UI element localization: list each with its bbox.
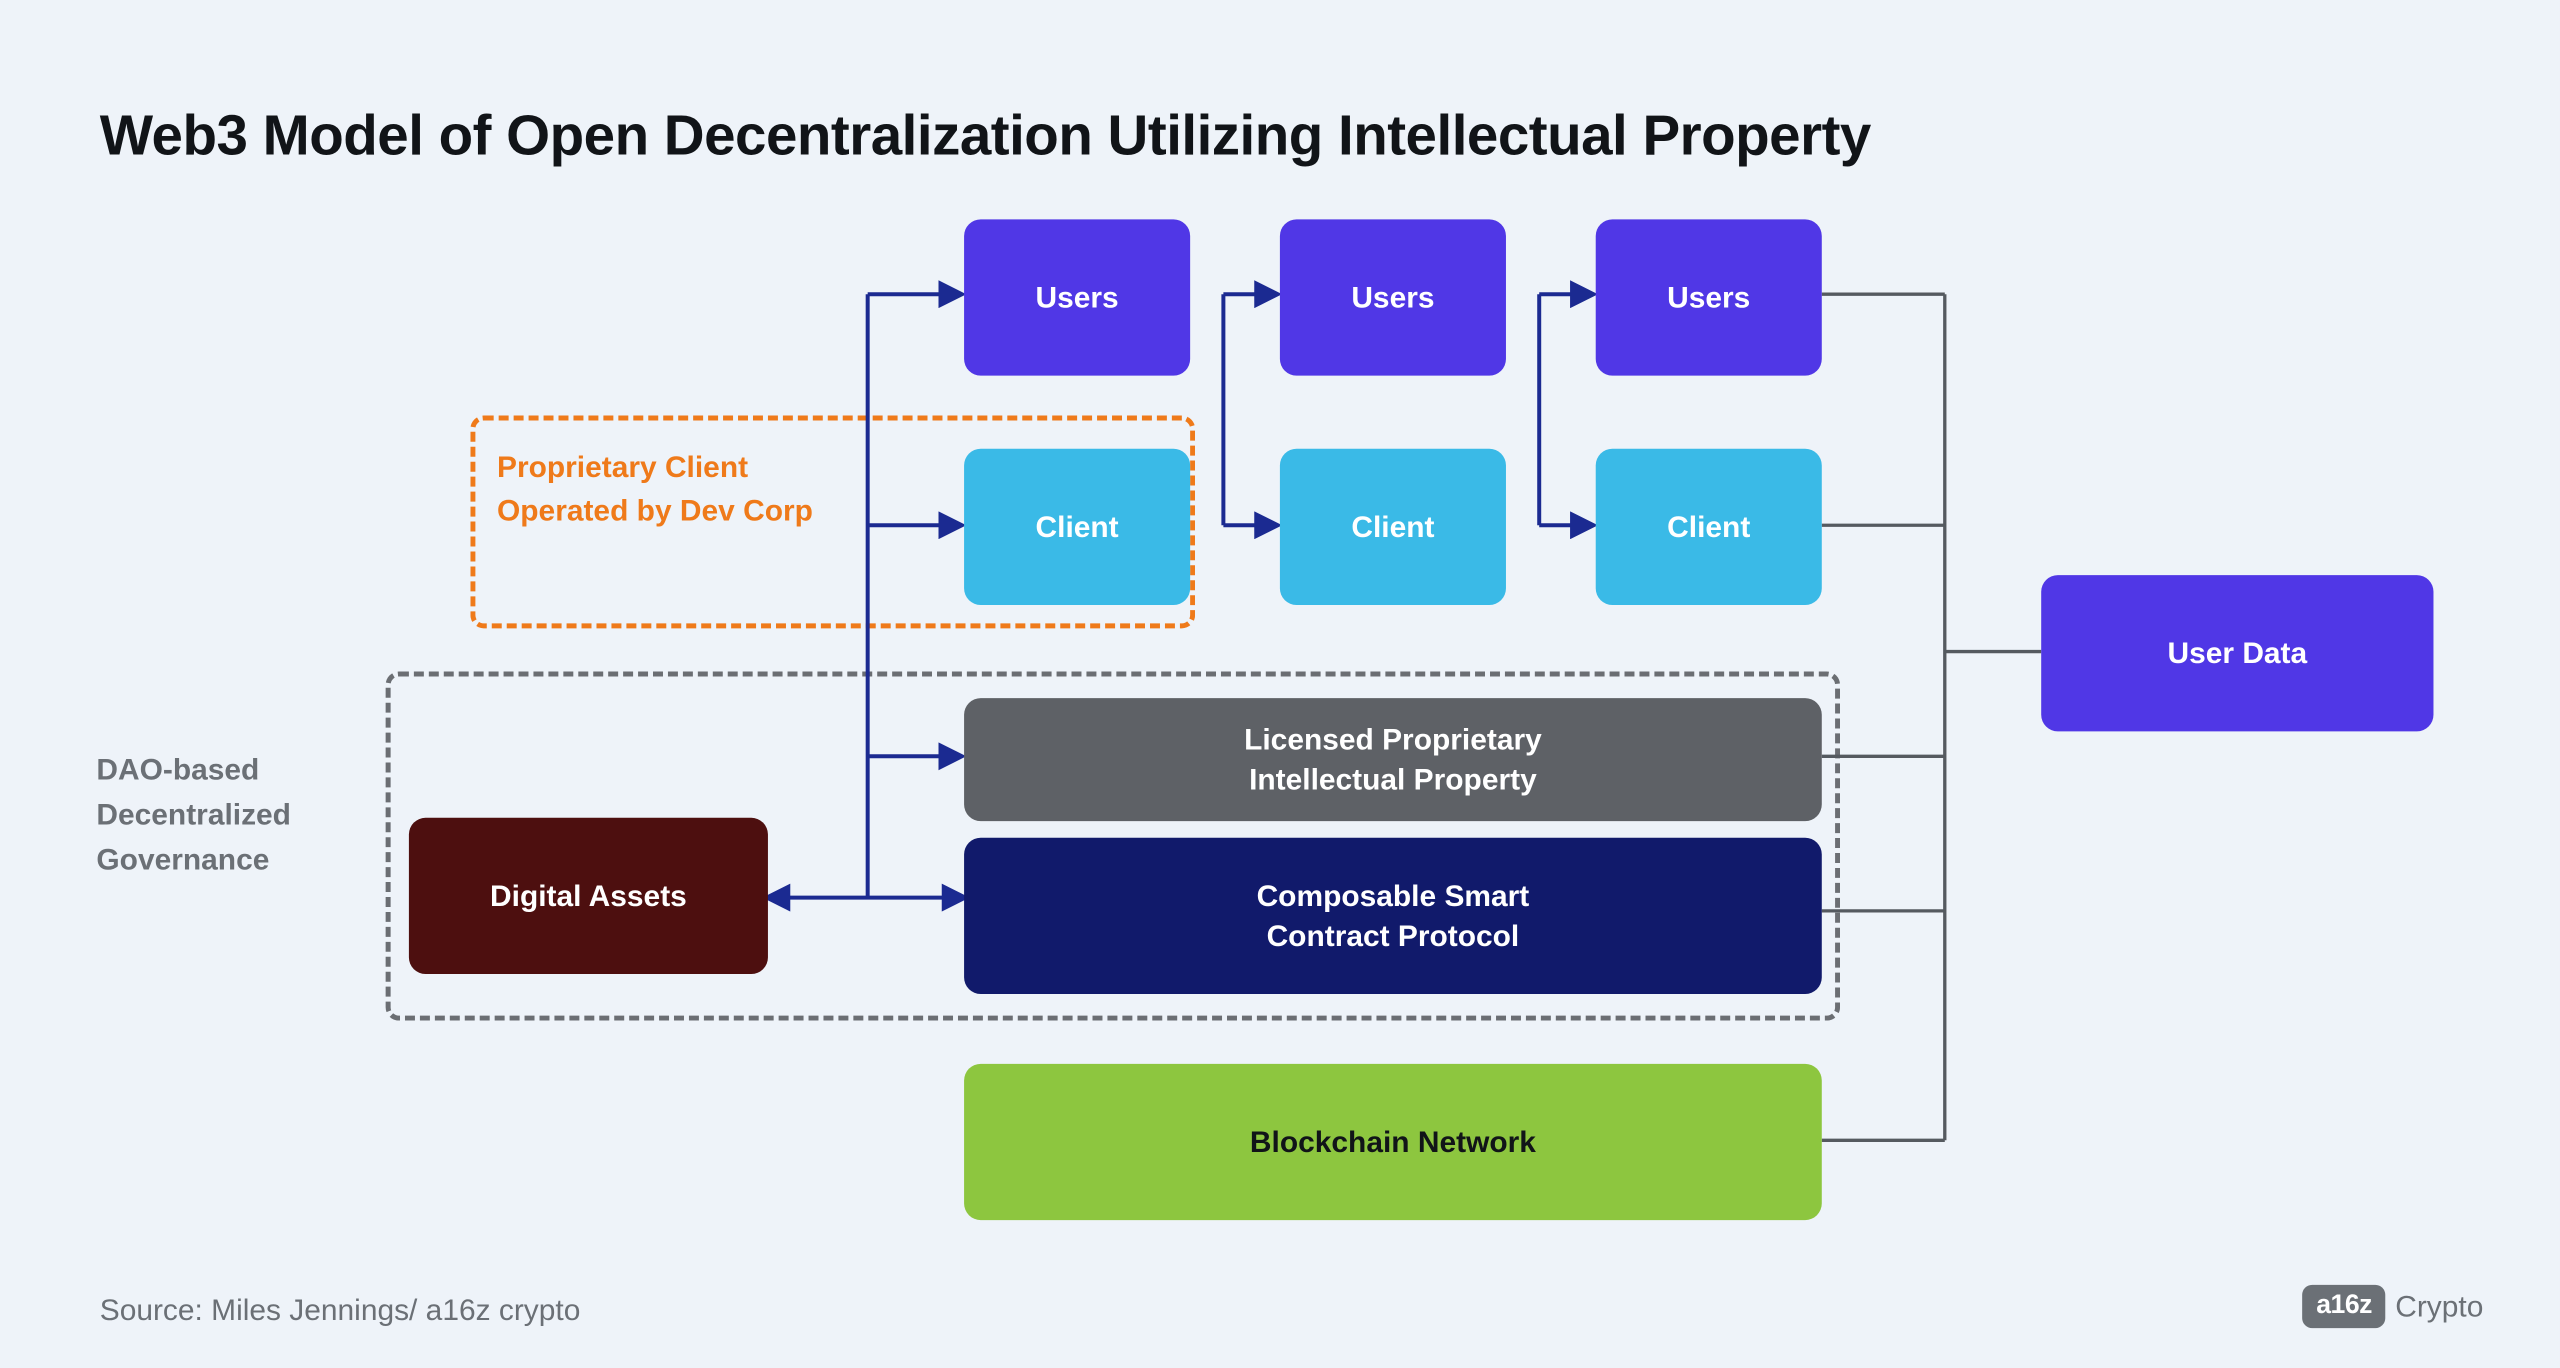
logo-a16z-crypto: a16z Crypto	[2303, 1285, 2483, 1328]
node-client-2: Client	[1280, 449, 1506, 605]
node-users-3: Users	[1596, 219, 1822, 375]
node-blockchain-network: Blockchain Network	[964, 1064, 1822, 1220]
node-smart-contract-protocol: Composable Smart Contract Protocol	[964, 838, 1822, 994]
node-users-2: Users	[1280, 219, 1506, 375]
node-client-1: Client	[964, 449, 1190, 605]
logo-badge: a16z	[2303, 1285, 2385, 1328]
node-user-data: User Data	[2041, 575, 2433, 731]
node-digital-assets: Digital Assets	[409, 818, 768, 974]
source-attribution: Source: Miles Jennings/ a16z crypto	[100, 1293, 581, 1328]
node-licensed-ip: Licensed Proprietary Intellectual Proper…	[964, 698, 1822, 821]
node-client-3: Client	[1596, 449, 1822, 605]
node-users-1: Users	[964, 219, 1190, 375]
logo-crypto-text: Crypto	[2395, 1289, 2483, 1324]
page-root: Web3 Model of Open Decentralization Util…	[0, 0, 2560, 1368]
diagram-canvas: Web3 Model of Open Decentralization Util…	[0, 0, 2560, 1368]
